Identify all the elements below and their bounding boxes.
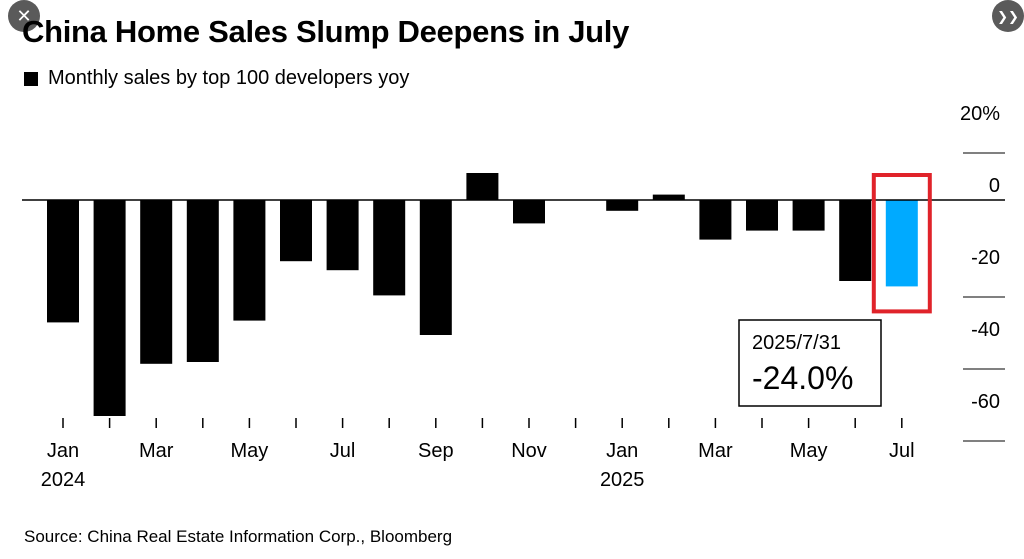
bar [186,200,219,362]
chart-title: China Home Sales Slump Deepens in July [22,14,630,49]
x-tick-label: May [790,440,828,462]
x-tick-label: Jan [606,440,638,462]
bar [140,200,173,364]
x-tick-label: Jan [47,440,79,462]
bar [93,200,126,416]
bar [419,200,452,335]
bar [373,200,406,296]
annotation-value: -24.0% [752,360,853,396]
x-tick-label: Sep [418,440,454,462]
next-icon[interactable]: ❯❯ [992,0,1024,32]
y-tick-label: -40 [971,319,1000,341]
bar [699,200,732,240]
x-tick-year-label: 2024 [41,469,86,491]
y-tick-label: -20 [971,247,1000,269]
y-tick-label: 20% [960,103,1000,125]
bar [280,200,312,262]
annotation-box [738,319,882,407]
x-tick-year-label: 2025 [600,469,645,491]
x-tick-label: Nov [511,440,547,462]
bar-chart: 20% 0 -20 -40 -60 Jan 2024 Mar May Jul Sep Nov Jan 20… [22,103,1005,491]
y-tick-label: -60 [971,391,1000,413]
source-note: Source: China Real Estate Information Co… [24,527,453,546]
x-tick-label: Mar [139,440,174,462]
bar [466,173,499,200]
x-tick-label: Mar [698,440,733,462]
bar [652,194,685,200]
bar [47,200,79,323]
bar [513,200,545,224]
bar [839,200,872,281]
bar [746,200,778,231]
bar [233,200,266,321]
highlight-box [871,173,932,314]
bar [792,200,825,231]
x-tick-label: Jul [889,440,915,462]
bar [885,200,918,287]
y-tick-label: 0 [989,175,1000,197]
x-tick-label: May [231,440,269,462]
bar [326,200,359,271]
legend: Monthly sales by top 100 developers yoy [24,67,409,90]
bar [606,200,639,211]
x-tick-label: Jul [330,440,356,462]
legend-label: Monthly sales by top 100 developers yoy [48,67,410,89]
legend-swatch [24,71,38,86]
close-icon[interactable]: ✕ [8,0,40,32]
annotation-date: 2025/7/31 [752,332,841,354]
